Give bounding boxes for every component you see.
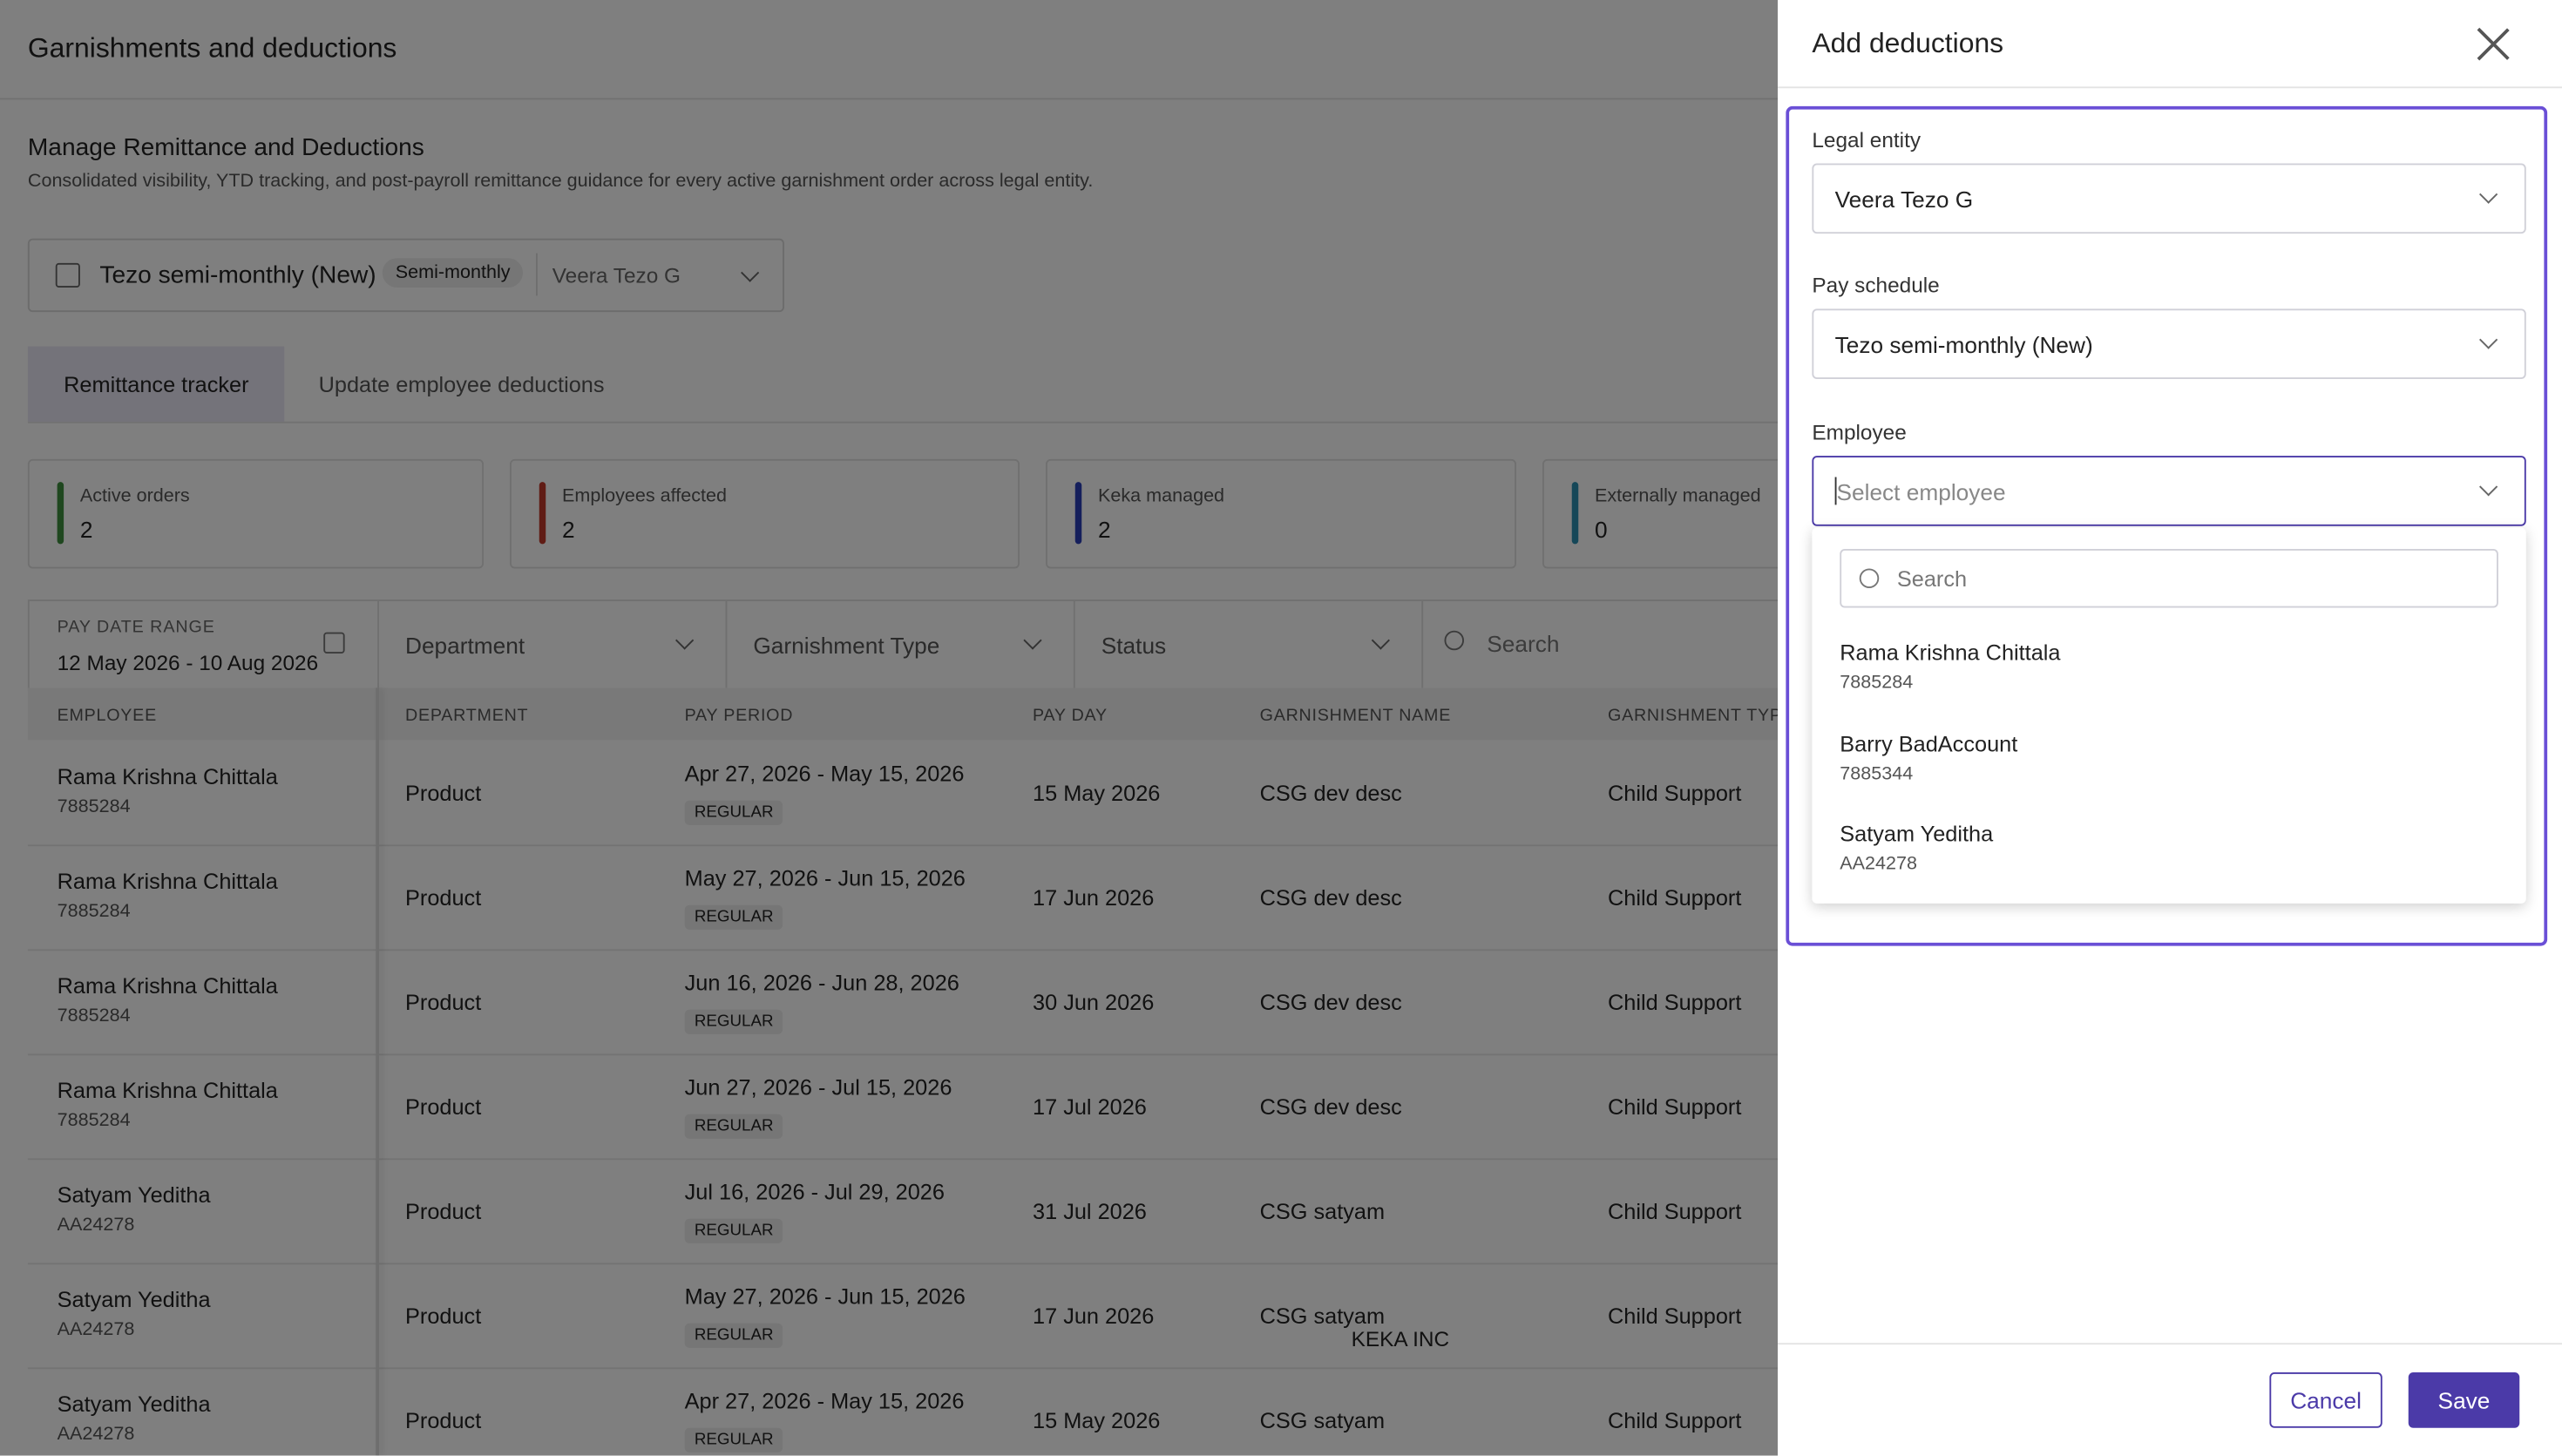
chevron [2479,185,2498,204]
select-input[interactable]: Tezo semi-monthly (New) [1812,308,2526,379]
close-button[interactable] [2476,26,2511,62]
divider [1778,1343,2562,1345]
search-icon [1859,568,1880,588]
employee-option[interactable]: Rama Krishna Chittala 7885284 [1812,633,2525,714]
focus-frame [1786,105,2548,946]
cancel-button[interactable]: Cancel [2269,1372,2382,1428]
option-id: 7885284 [1840,673,1914,694]
dropdown-search[interactable]: Search [1840,549,2498,608]
side-panel: Add deductions Legal entity Veera Tezo G P… [1778,0,2562,1456]
search-placeholder: Search [1896,566,1968,592]
field-label: Pay schedule [1812,273,1940,298]
option-id: AA24278 [1840,854,1917,875]
select-value: Tezo semi-monthly (New) [1834,331,2093,358]
divider [1778,86,2562,89]
employee-option[interactable]: Barry BadAccount 7885344 [1812,723,2525,805]
chevron [2479,330,2498,349]
panel-title: Add deductions [1812,27,2004,59]
chevron [2479,477,2498,497]
employee-option[interactable]: Satyam Yeditha AA24278 [1812,814,2525,896]
select-input[interactable]: Veera Tezo G [1812,163,2526,234]
option-name: Barry BadAccount [1840,731,2018,756]
select-value: Veera Tezo G [1834,186,1974,213]
option-name: Satyam Yeditha [1840,822,1994,847]
select-placeholder: Select employee [1836,478,2006,505]
field-label: Employee [1812,419,1907,444]
option-name: Rama Krishna Chittala [1840,640,2061,666]
select-input[interactable]: Select employee [1812,456,2526,526]
cursor [1834,477,1837,505]
overlay[interactable] [0,0,1778,1456]
employee-dropdown: Search Rama Krishna Chittala 7885284 Barry… [1812,527,2526,904]
option-id: 7885344 [1840,763,1914,784]
save-button[interactable]: Save [2408,1372,2520,1428]
field-label: Legal entity [1812,127,1922,152]
